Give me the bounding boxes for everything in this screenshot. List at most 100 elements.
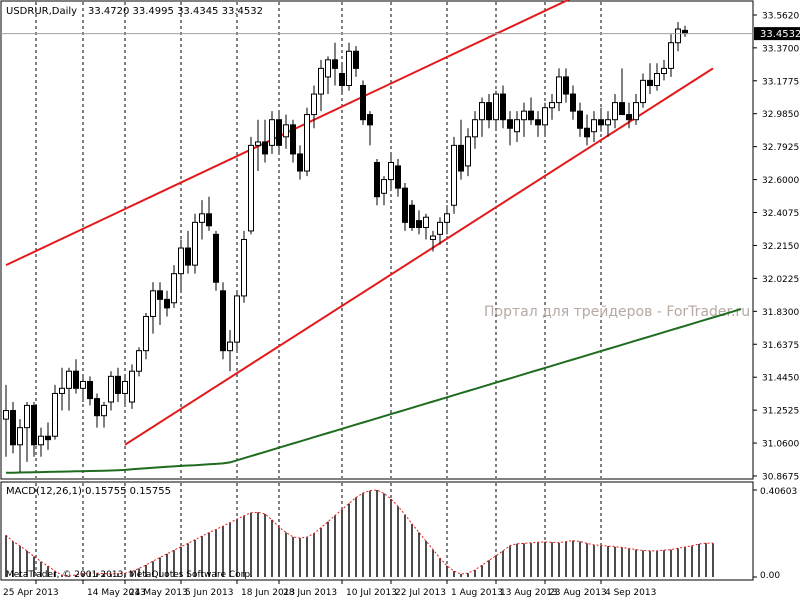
price-channel [5, 0, 714, 446]
price-tick-label: 31.6375 [762, 341, 799, 351]
candle-body-down [87, 380, 93, 400]
candle-body-down [395, 165, 401, 189]
candle-body-down [262, 141, 268, 155]
price-tick-label: 31.8300 [762, 308, 799, 318]
candle-body-down [276, 119, 282, 146]
candle-body-down [31, 404, 37, 446]
candle-body-up [171, 273, 177, 304]
macd-label: MACD(12,26,1) 0.15755 0.15755 [6, 486, 171, 497]
candle-body-up [668, 42, 674, 69]
candle-body-up [549, 102, 555, 109]
candle-body-down [528, 110, 534, 121]
candle-body-up [241, 238, 247, 297]
price-tick-label: 32.7925 [762, 143, 799, 153]
candle-body-down [374, 161, 380, 198]
candle-body-up [66, 370, 72, 389]
moving-average-line [5, 308, 742, 474]
candle-body-up [493, 93, 499, 121]
candle-body-down [45, 435, 51, 441]
candle-body-up [633, 102, 639, 121]
candle-body-up [150, 290, 156, 317]
candle-body-up [346, 50, 352, 86]
candle-body-up [38, 435, 44, 446]
candle-body-up [612, 102, 618, 121]
candle-body-up [451, 144, 457, 206]
macd-axis: 0.40603 0.00 [753, 487, 797, 581]
price-tick-label: 32.9850 [762, 110, 799, 120]
candle-body-up [227, 341, 233, 352]
price-tick-label: 31.0600 [762, 440, 799, 450]
candle-body-down [584, 127, 590, 138]
candle-body-down [626, 114, 632, 121]
candle-body-down [297, 153, 303, 172]
candle-body-up [129, 370, 135, 403]
ohlc-label: 33.4720 33.4995 33.4345 33.4532 [88, 6, 263, 17]
date-tick-label: 28 Jun 2013 [283, 588, 337, 598]
candle-body-up [514, 119, 520, 133]
watermark: Портал для трейдеров - ForTrader.ru [484, 304, 750, 320]
candles [3, 22, 688, 473]
candle-body-up [381, 179, 387, 194]
candle-body-down [500, 93, 506, 121]
candle-body-down [157, 290, 163, 300]
candle-body-down [185, 247, 191, 266]
candle-body-up [605, 119, 611, 126]
candle-body-down [94, 398, 100, 417]
symbol-label: USDRUR,Daily [6, 6, 77, 17]
price-tick-label: 33.1775 [762, 77, 799, 87]
candle-body-down [164, 298, 170, 309]
candle-body-down [647, 79, 653, 86]
candle-body-down [486, 102, 492, 121]
macd-histogram [5, 490, 714, 577]
candle-body-up [108, 375, 114, 403]
moving-average-layer [5, 308, 742, 474]
current-price-tag-bg [754, 27, 800, 41]
candle-body-down [458, 144, 464, 172]
candle-body-down [213, 233, 219, 283]
price-tick-label: 31.2525 [762, 407, 799, 417]
candle-body-down [563, 76, 569, 95]
candle-body-down [409, 204, 415, 228]
candle-body-down [353, 50, 359, 69]
candle-body-up [661, 67, 667, 75]
candle-body-up [423, 216, 429, 228]
candle-body-up [591, 119, 597, 133]
candle-body-up [24, 404, 30, 429]
candle-body-up [430, 235, 436, 240]
current-price-tag: 33.4532 [754, 27, 800, 41]
macd-tick-label-zero: 0.00 [760, 571, 780, 581]
price-tick-label: 33.5620 [762, 12, 799, 22]
candle-body-down [115, 375, 121, 394]
candle-body-down [206, 213, 212, 227]
price-tick-label: 32.4075 [762, 209, 799, 219]
candle-body-up [234, 295, 240, 343]
candle-body-up [388, 161, 394, 181]
candle-body-up [325, 59, 331, 78]
candle-body-up [472, 119, 478, 138]
date-tick-label: 22 Jul 2013 [395, 588, 446, 598]
candle-body-up [675, 28, 681, 44]
price-tick-label: 32.2150 [762, 242, 799, 252]
channel-upper-line [5, 0, 571, 267]
macd-signal-line [5, 489, 714, 577]
date-tick-label: 5 Jun 2013 [185, 588, 233, 598]
candle-body-down [73, 370, 79, 389]
date-tick-label: 13 Aug 2013 [500, 588, 558, 598]
candle-body-up [59, 387, 65, 394]
candle-body-up [283, 124, 289, 138]
price-tick-label: 33.3700 [762, 44, 799, 54]
candle-body-down [598, 119, 604, 126]
candle-body-up [542, 107, 548, 126]
date-tick-label: 25 Apr 2013 [3, 588, 59, 598]
price-tick-label: 31.4450 [762, 374, 799, 384]
candle-body-up [248, 144, 254, 232]
date-tick-label: 18 Jun 2013 [241, 588, 295, 598]
candle-body-up [556, 76, 562, 104]
main-pane-frame [0, 0, 754, 480]
candle-body-down [290, 124, 296, 155]
candle-body-down [577, 110, 583, 129]
candle-body-up [311, 93, 317, 116]
candle-body-up [444, 213, 450, 223]
macd-tick-label-top: 0.40603 [760, 487, 797, 497]
